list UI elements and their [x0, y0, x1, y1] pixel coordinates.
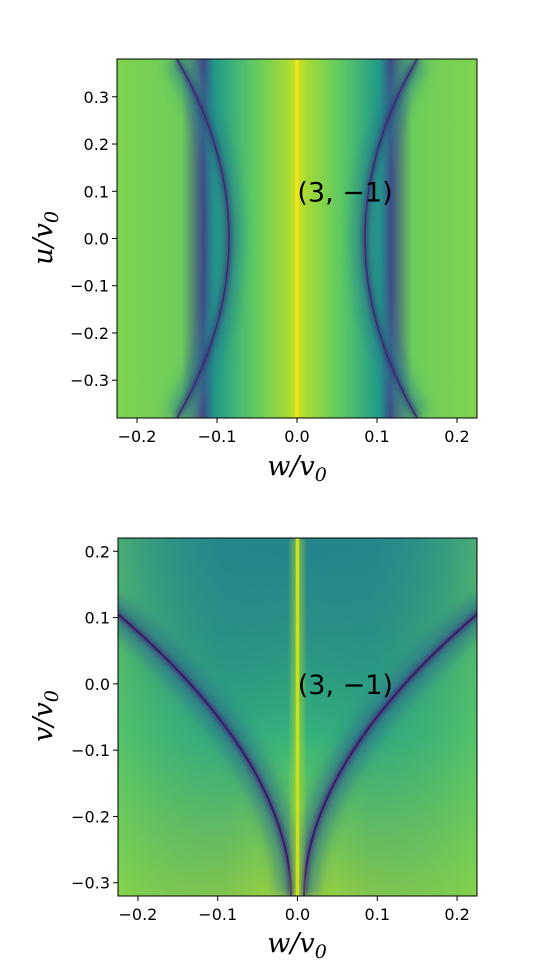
- y-tick-label: −0.2: [71, 807, 110, 826]
- y-tick-label: 0.0: [85, 675, 110, 694]
- x-tick-label: −0.2: [119, 905, 158, 924]
- y-tick-label: 0.1: [85, 609, 110, 628]
- x-axis-label: w/v0: [267, 451, 327, 486]
- dark-curve-core-left: [176, 59, 230, 418]
- x-tick-label: 0.1: [364, 427, 389, 446]
- x-tick-label: 0.0: [284, 427, 309, 446]
- x-tick-label: −0.1: [198, 905, 237, 924]
- y-tick-label: 0.0: [84, 230, 109, 249]
- y-axis-label: v/v0: [28, 690, 63, 742]
- dark-curve-core-left: [118, 612, 293, 896]
- y-tick-label: −0.1: [71, 741, 110, 760]
- dark-curve-core-right: [364, 59, 418, 418]
- x-tick-label: 0.2: [444, 905, 469, 924]
- bright-line: [295, 59, 299, 418]
- x-tick-label: 0.2: [444, 427, 469, 446]
- y-tick-label: 0.1: [84, 182, 109, 201]
- x-tick-label: −0.2: [118, 427, 157, 446]
- annotation-label: (3, −1): [297, 177, 392, 208]
- y-tick-label: 0.3: [84, 88, 109, 107]
- annotation-label: (3, −1): [298, 670, 393, 701]
- y-tick-label: −0.2: [70, 324, 109, 343]
- y-tick-label: −0.3: [70, 371, 109, 390]
- x-axis-label: w/v0: [267, 928, 327, 960]
- x-tick-label: −0.1: [198, 427, 237, 446]
- y-tick-label: −0.3: [71, 874, 110, 893]
- heatmap-panel-bottom: −0.2 −0.1 0.0 0.1 0.2 −0.3−0.2−0.10.00.10.2 …: [28, 537, 478, 960]
- heatmap-panel-top: −0.2 −0.1 0.0 0.1 0.2 −0.3 −0.2 −0.1 0.0 0.1 0.2 0…: [28, 58, 478, 486]
- x-tick-label: 0.1: [365, 905, 390, 924]
- y-tick-label: −0.1: [70, 277, 109, 296]
- y-tick-label: 0.2: [84, 135, 109, 154]
- y-axis-label: u/v0: [28, 211, 63, 265]
- x-tick-label: 0.0: [285, 905, 310, 924]
- bright-line: [295, 538, 300, 896]
- y-tick-label: 0.2: [85, 542, 110, 561]
- dark-curve-core-right: [302, 612, 477, 896]
